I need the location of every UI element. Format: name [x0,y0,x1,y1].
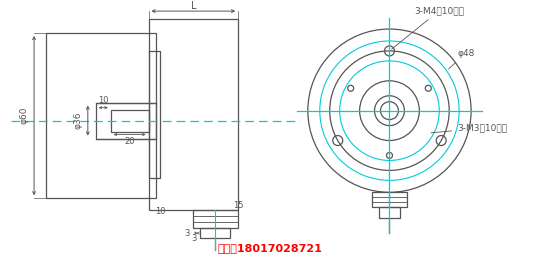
Text: 3-M4深10均布: 3-M4深10均布 [392,6,464,49]
Text: L: L [191,1,196,11]
Bar [193,210,238,228]
Text: 3: 3 [185,229,190,238]
Bar [111,110,149,132]
Text: φ36: φ36 [73,112,82,129]
Bar [372,192,408,207]
Bar [96,103,156,139]
Text: φ48: φ48 [449,49,475,69]
Text: 20: 20 [124,137,135,146]
Bar [46,33,156,198]
Text: 手机：18017028721: 手机：18017028721 [217,243,322,253]
Text: 10: 10 [99,96,109,105]
Text: 15: 15 [233,201,243,210]
Text: 3: 3 [192,233,197,243]
Bar [378,207,401,218]
Text: φ60: φ60 [20,107,29,124]
Text: 10: 10 [155,207,166,216]
Bar [149,51,160,178]
Text: 3-M3深10均布: 3-M3深10均布 [431,124,507,133]
Bar [201,228,230,238]
Bar [149,19,238,210]
